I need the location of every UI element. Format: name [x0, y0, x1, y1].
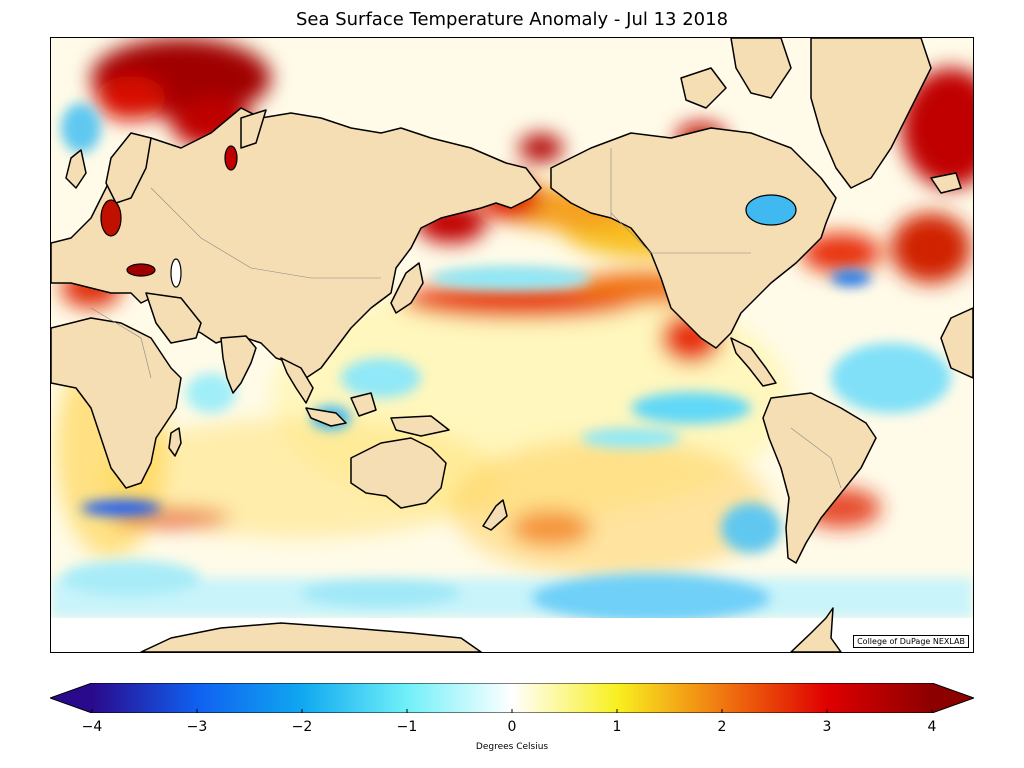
colorbar-tick-label: −4 [81, 719, 103, 735]
australia [350, 437, 447, 509]
colorbar-tick-label: 3 [822, 719, 832, 735]
land [51, 38, 973, 652]
west-africa-edge [940, 307, 973, 379]
britain [65, 149, 87, 189]
india [220, 335, 257, 394]
canadian-arctic [730, 38, 792, 99]
africa [51, 317, 182, 489]
colorbar-min-arrow [50, 683, 92, 713]
new-guinea [390, 415, 450, 437]
arctic-island-1 [680, 67, 727, 109]
hudson-bay [745, 194, 797, 226]
iceland [930, 172, 962, 194]
borneo [350, 392, 377, 417]
colorbar-tick-label: −3 [186, 719, 208, 735]
inland-seas [100, 145, 797, 288]
colorbar-tick-label: 2 [717, 719, 727, 735]
south-america [762, 392, 877, 564]
antarctic-peninsula [790, 607, 842, 652]
central-america [730, 337, 777, 387]
map-title: Sea Surface Temperature Anomaly - Jul 13… [295, 9, 729, 30]
colorbar-label: Degrees Celsius [475, 742, 549, 752]
antarctica-1 [140, 622, 482, 652]
madagascar [168, 427, 182, 457]
arabia [145, 292, 202, 344]
credit-label: College of DuPage NEXLAB [853, 635, 969, 648]
new-zealand [482, 499, 508, 531]
colorbar-tick-label: −2 [291, 719, 313, 735]
colorbar-gradient [92, 683, 932, 713]
colorbar-max-arrow [932, 683, 974, 713]
map-canvas [51, 38, 973, 652]
colorbar-ticks [91, 709, 933, 713]
colorbar-tick-label: 4 [927, 719, 937, 735]
cool-anomalies [51, 103, 973, 623]
colorbar [50, 683, 974, 713]
country-borders [90, 148, 842, 489]
greenland [810, 38, 932, 189]
black-sea [126, 263, 156, 277]
baltic-sea [100, 199, 122, 237]
caspian-sea [170, 258, 182, 288]
indochina [280, 357, 314, 404]
colorbar-tick-label: 1 [612, 719, 622, 735]
north-america [550, 127, 837, 349]
novaya-zemlya [240, 109, 267, 149]
white-sea [224, 145, 238, 171]
sst-anomaly-map: College of DuPage NEXLAB [50, 37, 974, 653]
scandinavia [105, 132, 152, 204]
colorbar-tick-label: 0 [507, 719, 517, 735]
japan [390, 262, 424, 314]
colorbar-tick-label: −1 [396, 719, 418, 735]
sumatra [305, 407, 347, 427]
